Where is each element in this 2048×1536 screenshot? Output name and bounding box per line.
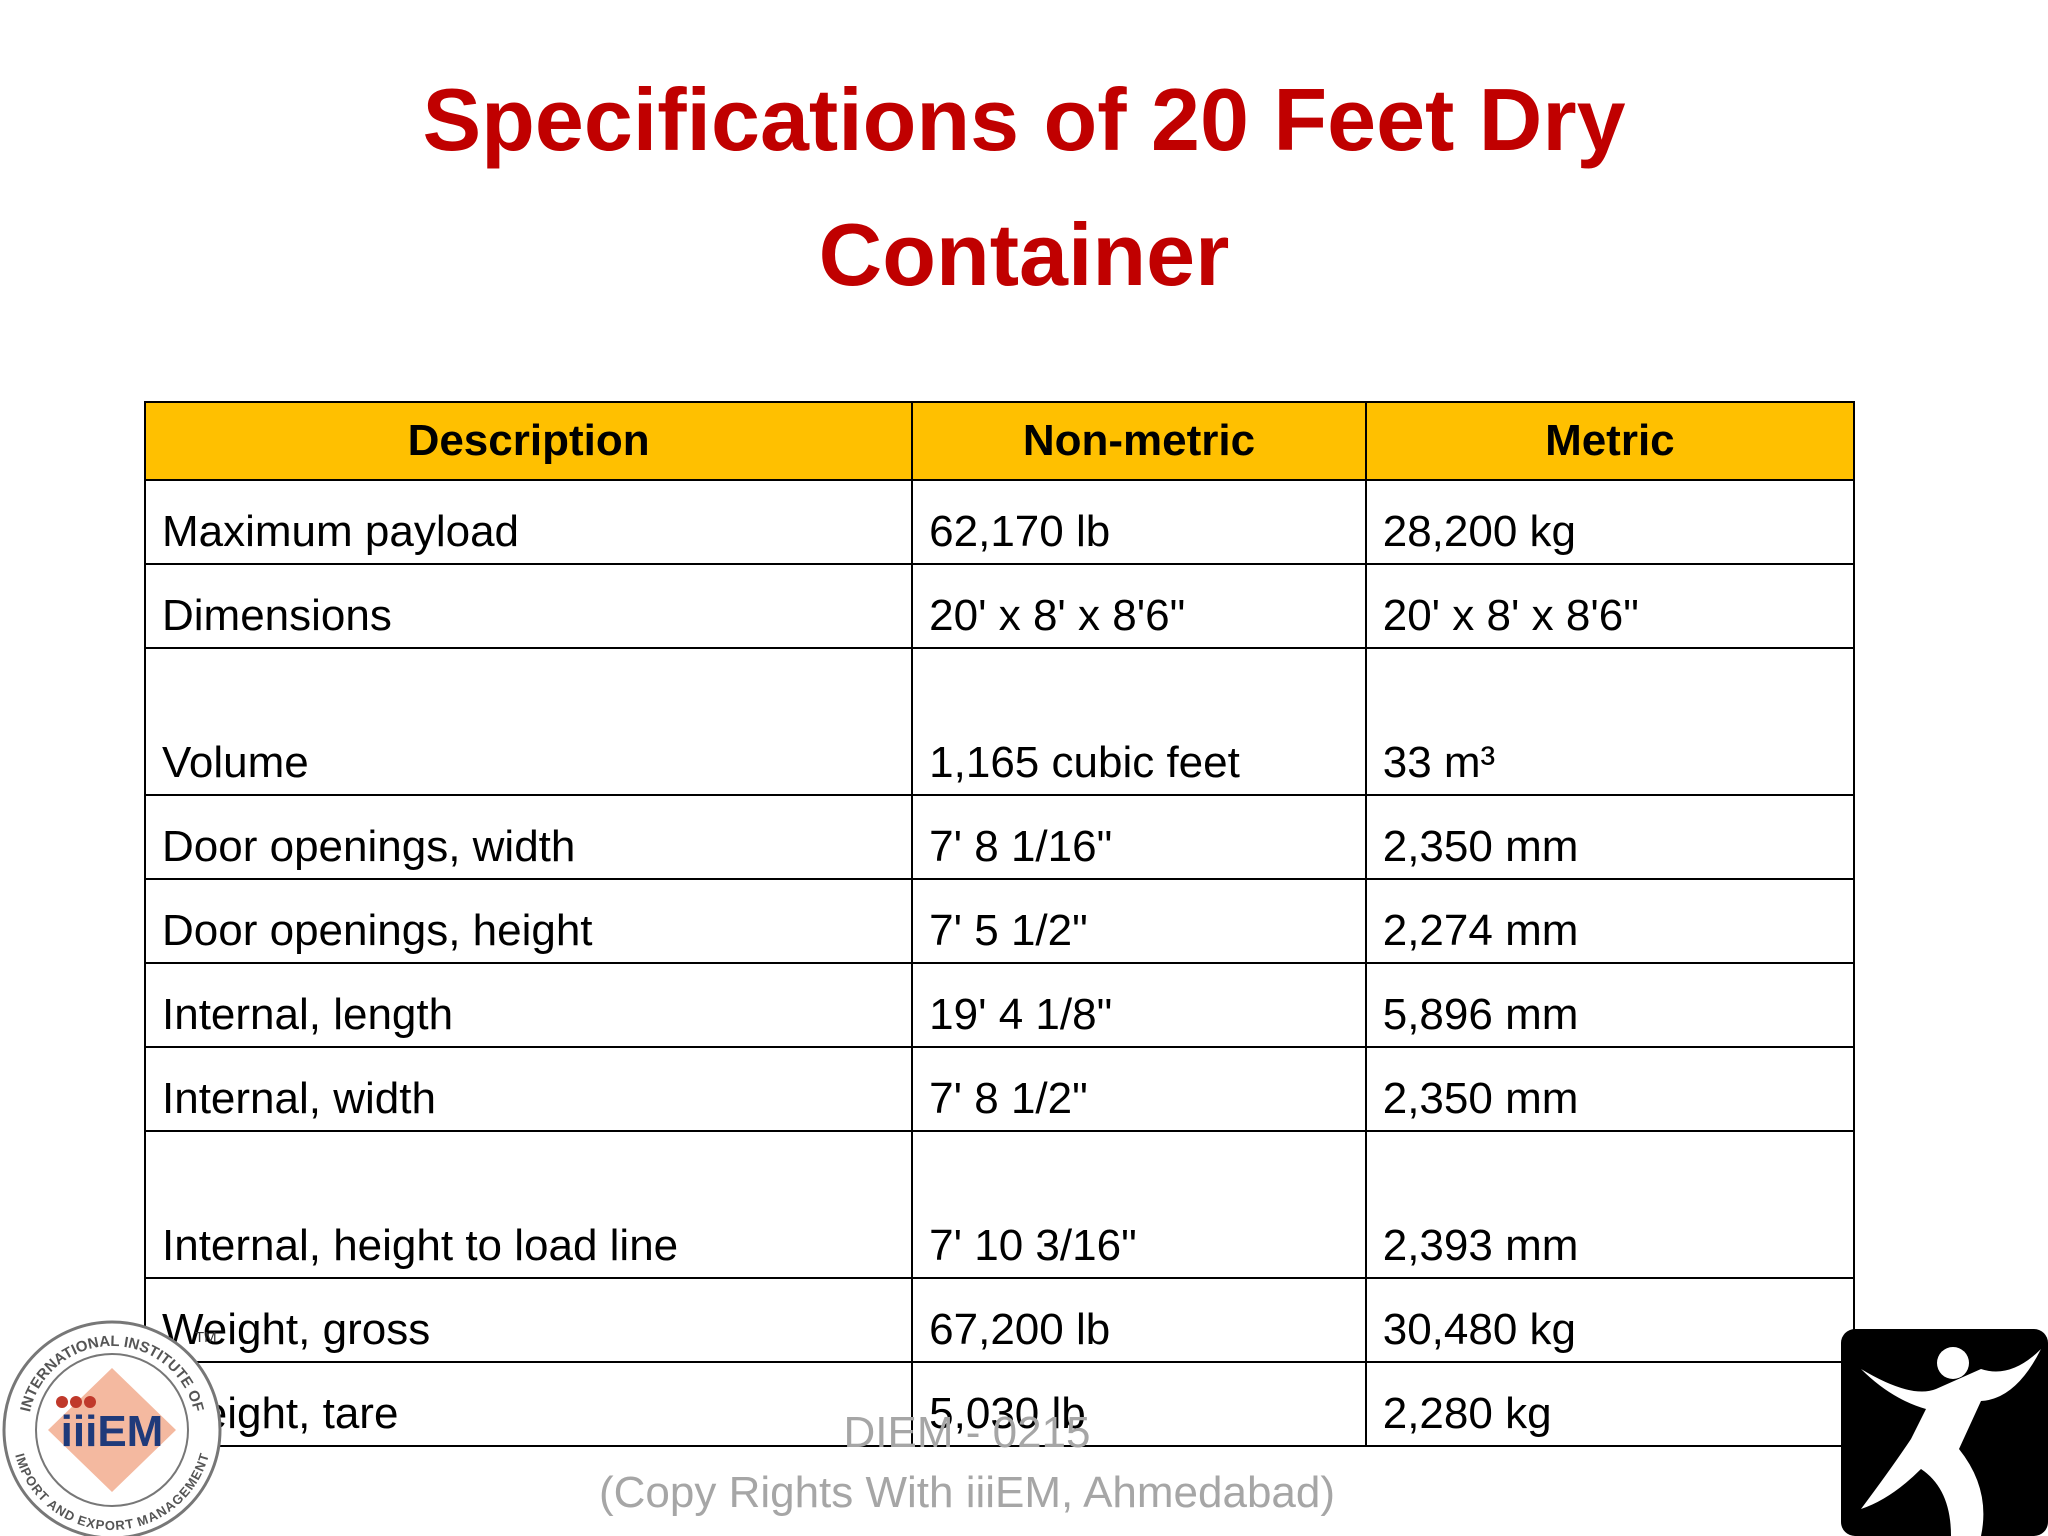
table-cell: 20' x 8' x 8'6" — [1364, 563, 1856, 649]
logo-tm: TM — [195, 1329, 217, 1346]
table-row: Maximum payload 62,170 lb 28,200 kg — [143, 479, 1856, 565]
table-row: Internal, height to load line 7' 10 3/16"… — [143, 1130, 1856, 1279]
table-cell: 30,480 kg — [1364, 1277, 1856, 1363]
table-cell: Dimensions — [143, 563, 914, 649]
table-row: Internal, width 7' 8 1/2" 2,350 mm — [143, 1046, 1856, 1132]
table-cell: Maximum payload — [143, 479, 914, 565]
table-cell: 2,350 mm — [1364, 794, 1856, 880]
table-cell: 1,165 cubic feet — [911, 647, 1367, 796]
logo-dot — [84, 1396, 96, 1408]
table-cell: Door openings, height — [143, 878, 914, 964]
header-row: Description Non-metric Metric — [143, 401, 1856, 481]
table-cell: 20' x 8' x 8'6" — [911, 563, 1367, 649]
table-cell: 5,030 lb — [911, 1361, 1367, 1447]
footer-code: DIEM - 0215 — [843, 1408, 1091, 1457]
table-cell: 5,896 mm — [1364, 962, 1856, 1048]
table-cell: Weight, gross — [143, 1277, 914, 1363]
table-cell: 2,350 mm — [1364, 1046, 1856, 1132]
table-cell: 62,170 lb — [911, 479, 1367, 565]
iiiem-logo: INTERNATIONAL INSTITUTE OF IMPORT AND EX… — [2, 1320, 222, 1536]
runner-logo — [1841, 1329, 2048, 1536]
header-cell: Description — [143, 401, 914, 481]
header-cell: Metric — [1364, 401, 1856, 481]
table-cell: 33 m³ — [1364, 647, 1856, 796]
table-cell: Internal, height to load line — [143, 1130, 914, 1279]
table-cell: Door openings, width — [143, 794, 914, 880]
table-cell: 67,200 lb — [911, 1277, 1367, 1363]
table-cell: 2,274 mm — [1364, 878, 1856, 964]
table-cell: 7' 5 1/2" — [911, 878, 1367, 964]
title-line: Container — [818, 205, 1230, 304]
table-cell: 28,200 kg — [1364, 479, 1856, 565]
table-cell: Internal, length — [143, 962, 914, 1048]
table-row: Door openings, width 7' 8 1/16" 2,350 mm — [143, 794, 1856, 880]
footer-copyright: (Copy Rights With iiiEM, Ahmedabad) — [598, 1468, 1336, 1517]
table-cell: Volume — [143, 647, 914, 796]
table-cell: 7' 10 3/16" — [911, 1130, 1367, 1279]
spec-table: Description Non-metric Metric Maximum payl… — [143, 401, 1856, 1447]
table-cell: 2,280 kg — [1364, 1361, 1856, 1447]
table-cell: Internal, width — [143, 1046, 914, 1132]
title-line: Specifications of 20 Feet Dry — [422, 70, 1626, 169]
logo-dot — [70, 1396, 82, 1408]
table-cell: 7' 8 1/2" — [911, 1046, 1367, 1132]
table-row: Weight, gross 67,200 lb 30,480 kg — [143, 1277, 1856, 1363]
table-row: Dimensions 20' x 8' x 8'6" 20' x 8' x 8'6" — [143, 563, 1856, 649]
header-cell: Non-metric — [911, 401, 1367, 481]
table-cell: 19' 4 1/8" — [911, 962, 1367, 1048]
table-row: Volume 1,165 cubic feet 33 m³ — [143, 647, 1856, 796]
table-row: Door openings, height 7' 5 1/2" 2,274 mm — [143, 878, 1856, 964]
logo-name: iiiEM — [61, 1407, 164, 1456]
table-cell: 7' 8 1/16" — [911, 794, 1367, 880]
table-row: Internal, length 19' 4 1/8" 5,896 mm — [143, 962, 1856, 1048]
table-cell: 2,393 mm — [1364, 1130, 1856, 1279]
logo-dot — [56, 1396, 68, 1408]
